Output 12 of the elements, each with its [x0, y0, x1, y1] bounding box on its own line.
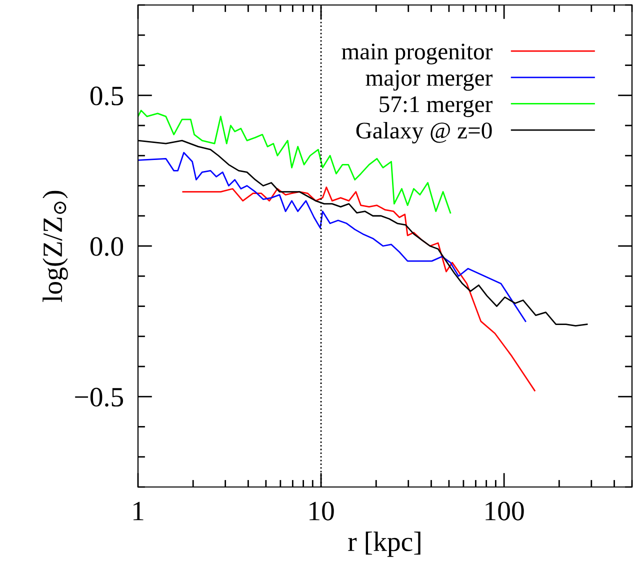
legend-label: 57:1 merger	[380, 96, 492, 118]
x-tick-label: 100	[486, 502, 524, 520]
y-tick-label: 0.5	[90, 86, 124, 106]
y-tick-label: −0.5	[75, 388, 124, 407]
y-axis-title: log(Z/Z$_{⊙}$)	[42, 190, 68, 302]
legend-label: main progenitor	[342, 44, 492, 64]
legend-label: major merger	[366, 70, 492, 91]
x-tick-label: 10	[310, 502, 334, 520]
legend-label: Galaxy @ z=0	[356, 122, 492, 144]
x-tick-label: 1	[134, 502, 144, 520]
x-axis-title: r [kpc]	[348, 532, 420, 557]
y-tick-label: 0.0	[90, 237, 124, 256]
